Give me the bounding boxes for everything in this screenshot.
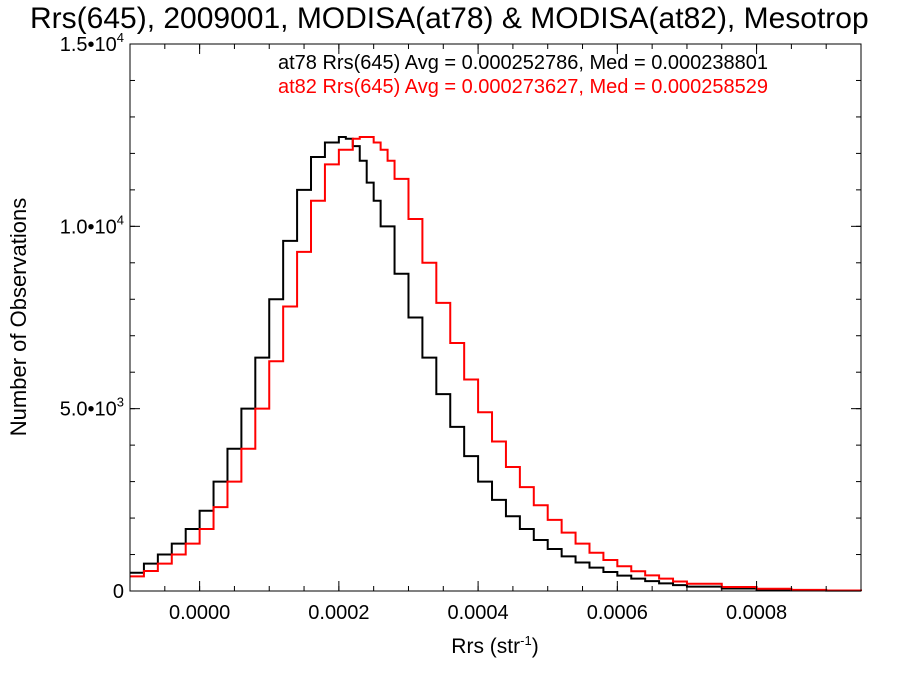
series-line-at78 [130, 135, 862, 592]
x-axis-label-text: Rrs (str [451, 635, 520, 658]
y-tick-label: 0 [113, 581, 124, 603]
x-tick-label: 0.0000 [169, 602, 230, 624]
y-tick-label: 1.5•104 [60, 30, 124, 56]
x-tick-label: 0.0006 [587, 602, 648, 624]
series-group [130, 135, 862, 592]
x-axis-label-close: ) [532, 635, 539, 658]
y-tick-label: 1.0•104 [60, 212, 124, 238]
series-line-at82 [130, 135, 862, 592]
y-axis-label: Number of Observations [6, 198, 31, 436]
y-tick-label: 5.0•103 [60, 395, 124, 421]
plot-frame [129, 43, 862, 592]
ticks-group: 0.0000 0.0002 0.0004 0.0006 0.0008 0 5.0•103 1.… [60, 30, 862, 624]
annotation-at78: at78 Rrs(645) Avg = 0.000252786, Med = 0… [278, 52, 768, 74]
x-tick-label: 0.0002 [308, 602, 369, 624]
x-axis-label-exponent: -1 [520, 633, 532, 648]
x-tick-label: 0.0004 [448, 602, 509, 624]
annotation-at82: at82 Rrs(645) Avg = 0.000273627, Med = 0… [278, 76, 768, 98]
chart-title: Rrs(645), 2009001, MODISA(at78) & MODISA… [30, 2, 869, 35]
x-axis-label: Rrs (str-1) [451, 633, 538, 658]
x-tick-label: 0.0008 [726, 602, 787, 624]
legend-annotations: at78 Rrs(645) Avg = 0.000252786, Med = 0… [278, 52, 768, 98]
